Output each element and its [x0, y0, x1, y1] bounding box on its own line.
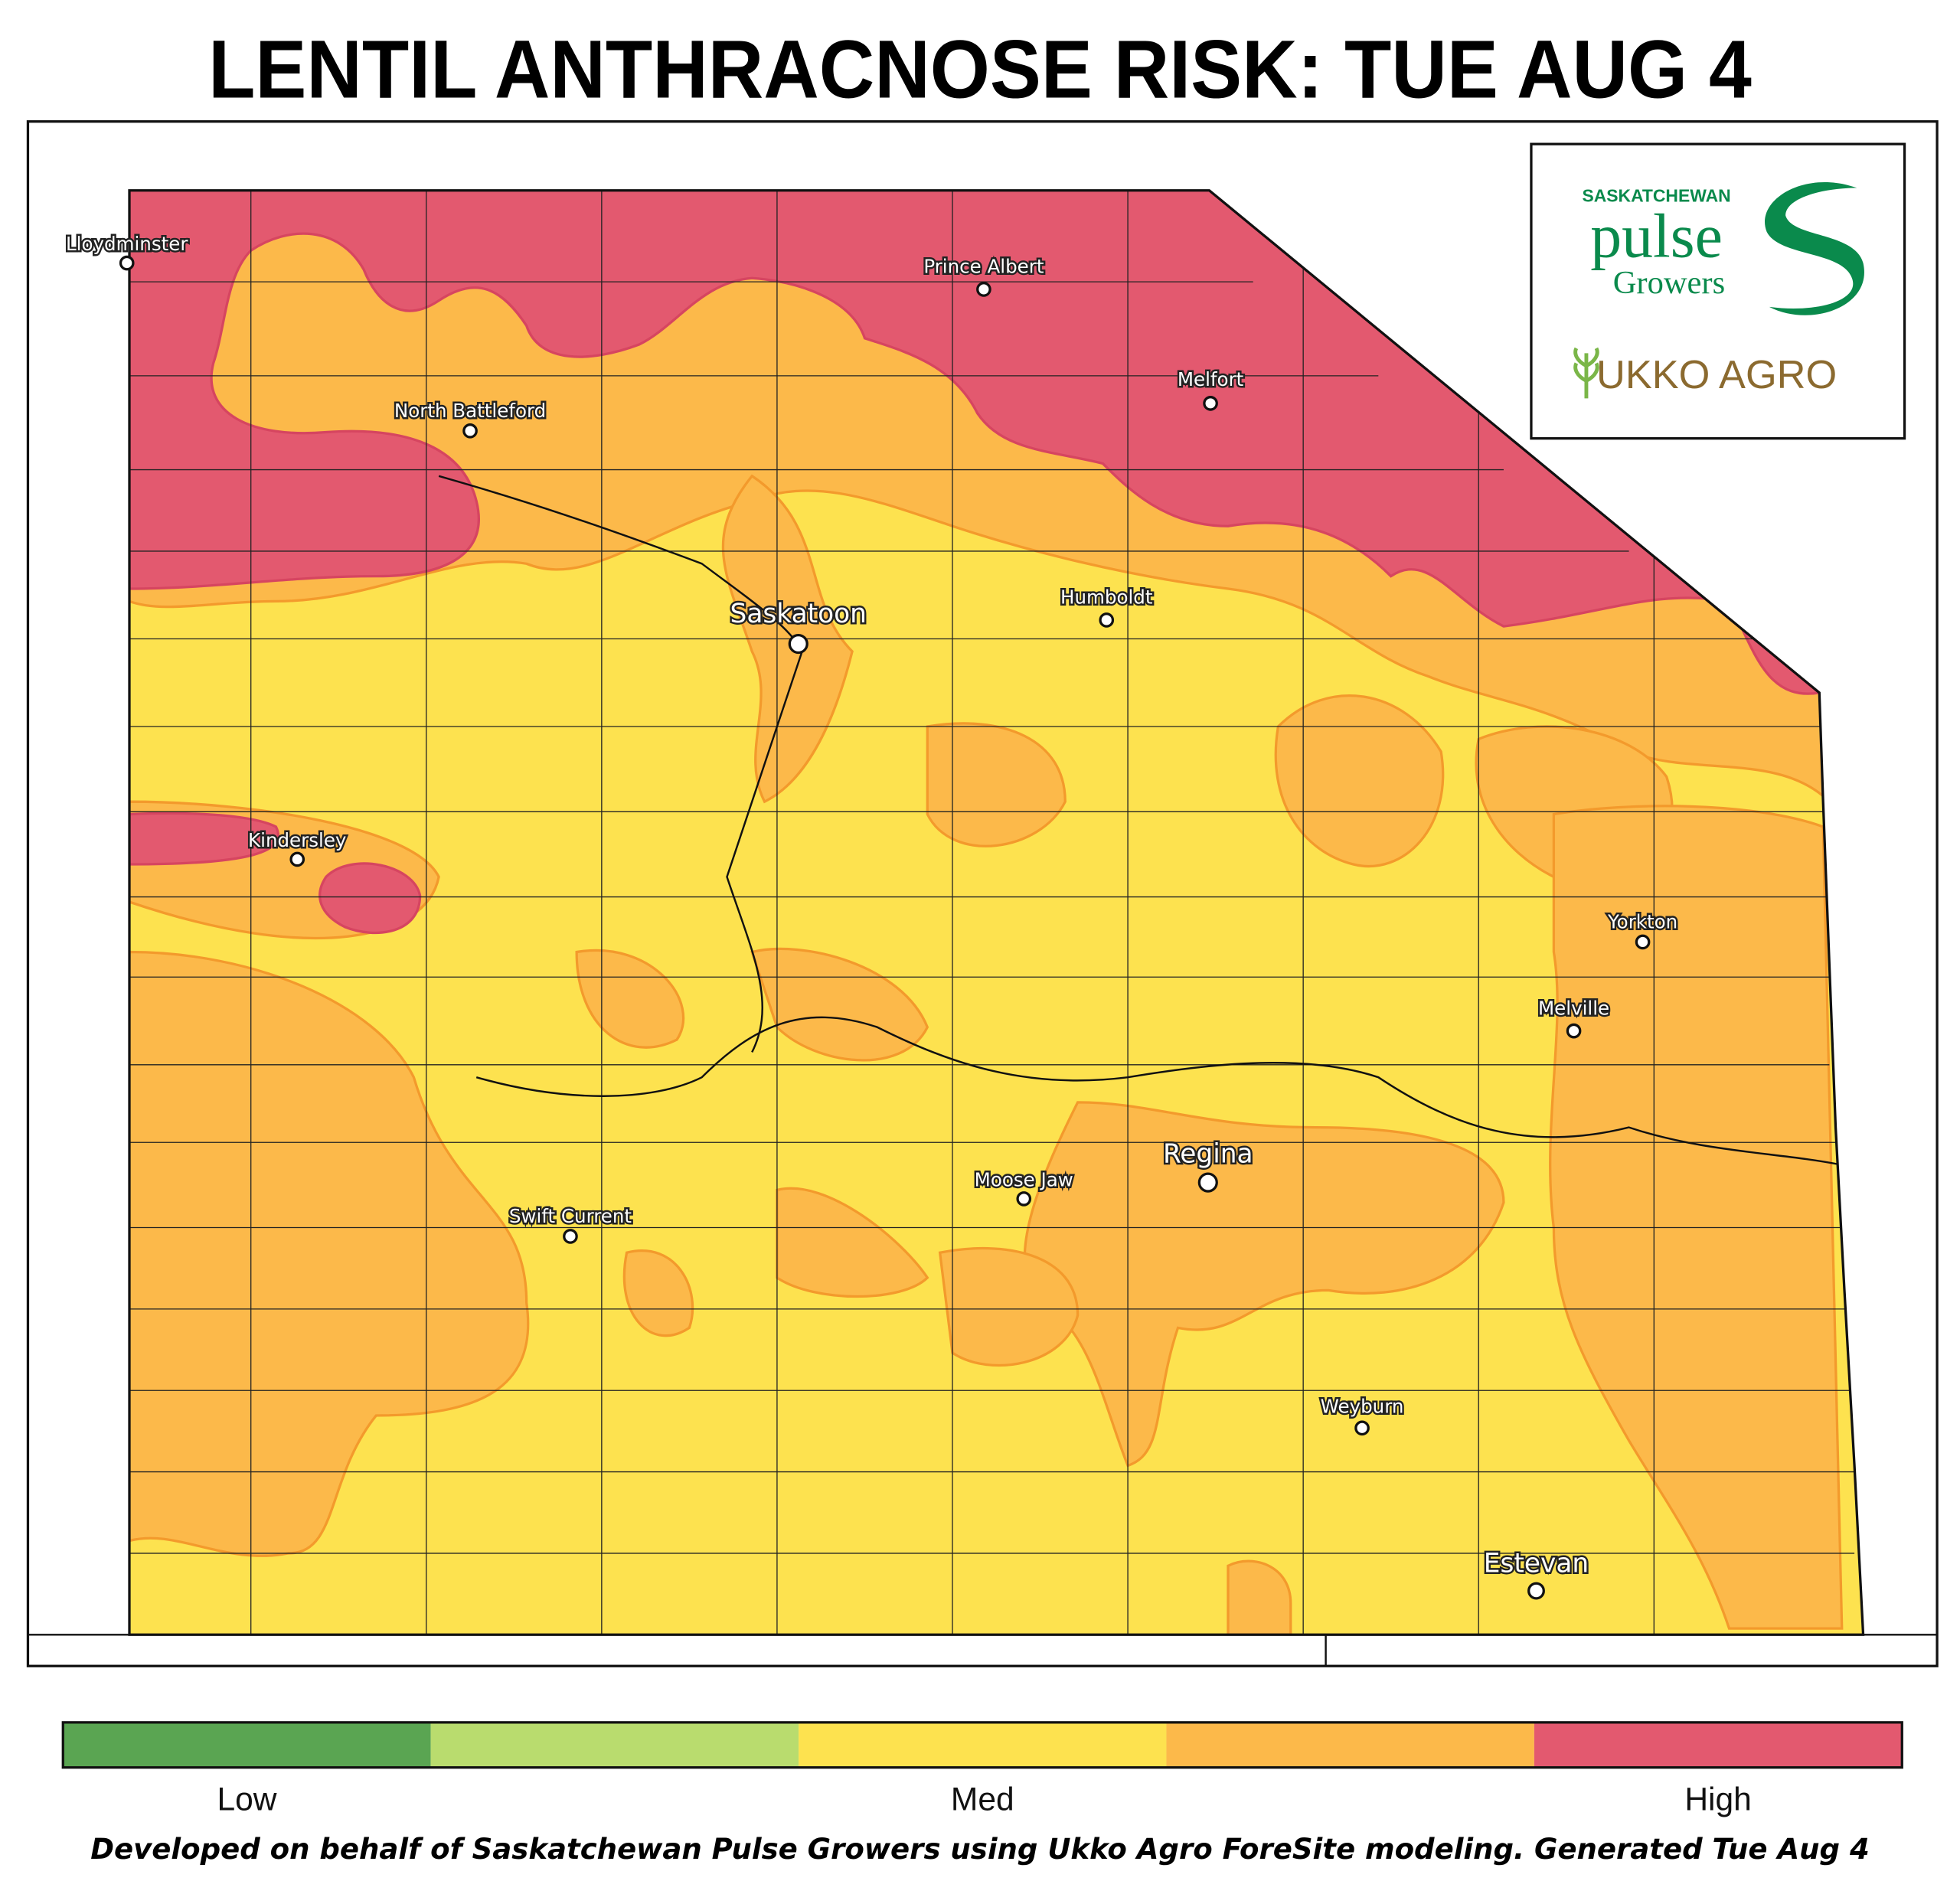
legend-swatch [430, 1722, 799, 1768]
city-dot [1527, 1582, 1545, 1600]
city: North Battleford [392, 397, 548, 439]
logo-icon [1573, 347, 1599, 399]
city: Moose Jaw [972, 1167, 1075, 1207]
city: Melfort [1175, 367, 1246, 411]
city-label: Yorkton [1607, 910, 1677, 932]
legend-label: Low [217, 1781, 276, 1817]
city-dot [289, 851, 305, 867]
zone-high [129, 190, 1823, 935]
city: Humboldt [1059, 584, 1155, 628]
city-dot [462, 423, 478, 439]
city: Estevan [1481, 1546, 1591, 1600]
city-dot [1197, 1172, 1218, 1193]
legend-label: Med [951, 1781, 1014, 1817]
logo-text: SASKATCHEWAN [1582, 185, 1730, 205]
logo-text: pulse [1590, 201, 1723, 270]
legend-label: High [1684, 1781, 1751, 1817]
city-label: Saskatoon [730, 599, 867, 629]
river [475, 1016, 1842, 1166]
logo-text: Growers [1613, 265, 1725, 301]
city-label: Prince Albert [923, 256, 1044, 278]
legend-frame [61, 1721, 1903, 1769]
city: Saskatoon [728, 597, 868, 655]
city-dot [1354, 1420, 1370, 1436]
city-dot [119, 255, 135, 271]
city: Yorkton [1606, 909, 1680, 950]
township-grid [129, 190, 1855, 1635]
city-dot [788, 633, 808, 655]
city-dot [1566, 1023, 1582, 1039]
city-label: Humboldt [1060, 586, 1153, 609]
city-dot [1203, 396, 1218, 411]
city-dot [1099, 612, 1115, 628]
cities: Lloydminster Prince Albert North Battlef… [64, 231, 1680, 1600]
city: Kindersley [247, 828, 348, 867]
city-dot [1016, 1191, 1032, 1207]
city-label: Regina [1163, 1138, 1253, 1169]
city-label: North Battleford [394, 400, 546, 422]
city-label: Estevan [1484, 1548, 1589, 1579]
city: Lloydminster [64, 231, 191, 271]
legend-swatch [1166, 1722, 1534, 1768]
legend-swatch [799, 1722, 1167, 1768]
legend: Low Med High [61, 1721, 1903, 1817]
city-dot [563, 1229, 578, 1244]
legend-swatch [1534, 1722, 1903, 1768]
city: Regina [1161, 1137, 1255, 1193]
city: Swift Current [507, 1203, 634, 1244]
logo-text: UKKO AGRO [1596, 353, 1837, 397]
map-title: LENTIL ANTHRACNOSE RISK: TUE AUG 4 [208, 23, 1752, 116]
city: Weyburn [1318, 1393, 1406, 1436]
city-dot [976, 282, 991, 297]
logo-box: SASKATCHEWAN pulse Growers UKKO AGRO [1530, 142, 1906, 440]
footer-note: Developed on behalf of Saskatchewan Puls… [90, 1832, 1869, 1866]
legend-swatch [63, 1722, 431, 1768]
city-label: Melfort [1178, 368, 1244, 390]
province-outline [128, 189, 1865, 1636]
city-label: Swift Current [509, 1205, 632, 1227]
city-label: Kindersley [248, 829, 346, 851]
city-dot [1635, 934, 1651, 950]
city-label: Weyburn [1321, 1396, 1404, 1418]
city: Melville [1537, 995, 1612, 1039]
logo-frame [1530, 142, 1906, 440]
city-label: Melville [1538, 997, 1609, 1019]
city-label: Moose Jaw [975, 1169, 1073, 1191]
city-label: Lloydminster [66, 233, 188, 255]
logo-mark [1765, 182, 1864, 315]
city: Prince Albert [922, 253, 1046, 297]
